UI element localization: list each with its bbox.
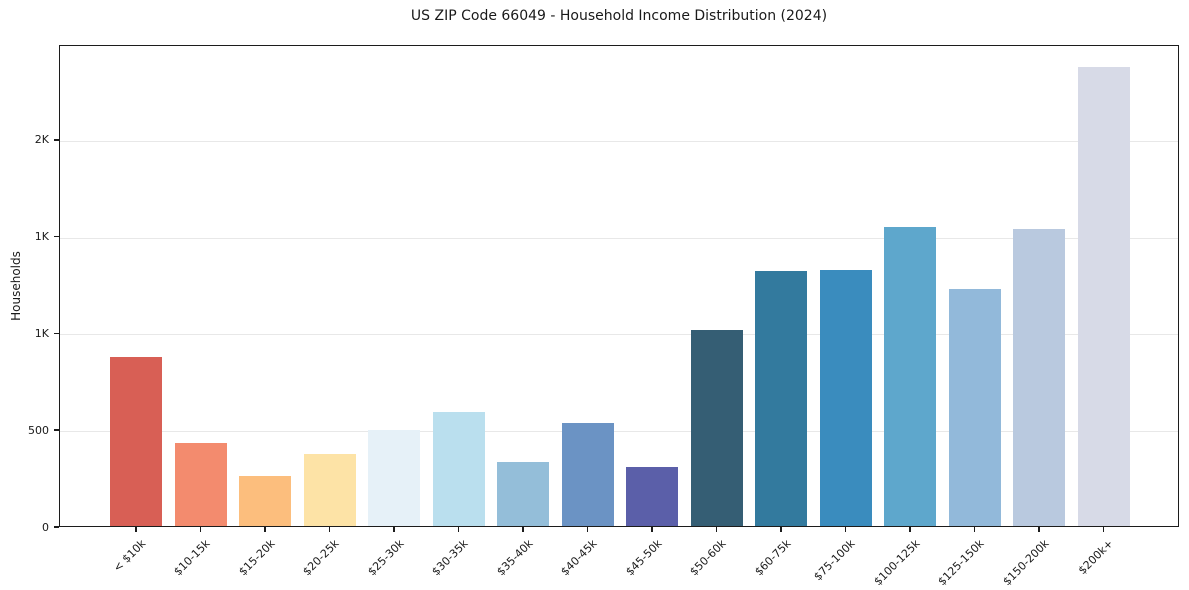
x-tick-mark [1038, 527, 1040, 532]
x-tick-mark [393, 527, 395, 532]
x-tick-label: $40-45k [558, 537, 600, 579]
x-tick-mark [651, 527, 653, 532]
x-tick-mark [199, 527, 201, 532]
y-tick-label: 1K [34, 326, 49, 340]
gridline [60, 140, 1178, 142]
x-tick-label: $15-20k [235, 537, 278, 579]
x-tick-label: $75-100k [811, 537, 858, 584]
y-tick-label: 0 [42, 520, 49, 534]
x-tick-label: $50-60k [687, 537, 729, 579]
chart-title: US ZIP Code 66049 - Household Income Dis… [410, 8, 828, 24]
y-tick-mark [54, 526, 59, 528]
gridline [60, 334, 1178, 336]
y-tick-mark [54, 139, 59, 141]
x-tick-mark [135, 527, 137, 532]
x-tick-label: $150-200k [1000, 537, 1052, 589]
y-axis: 0 500 1K 1K 2K [0, 45, 59, 534]
x-tick-mark [457, 527, 459, 532]
bar-125-150k [948, 289, 1001, 526]
x-tick-label: $100-125k [871, 537, 923, 589]
bar-10k [110, 356, 162, 526]
x-tick-mark [844, 527, 846, 532]
bar-15-20k [239, 475, 291, 526]
x-tick-mark [522, 527, 524, 532]
plot-area [59, 45, 1179, 527]
y-tick-mark [54, 429, 59, 431]
x-tick-mark [264, 527, 266, 532]
x-tick-label: $200k+ [1075, 537, 1116, 578]
bar-45-50k [626, 467, 678, 526]
x-tick-mark [909, 527, 911, 532]
gridline [60, 431, 1178, 433]
y-tick-mark [54, 235, 59, 238]
bar-75-100k [819, 269, 872, 526]
bar-30-35k [432, 411, 485, 526]
x-tick-mark [328, 527, 330, 532]
x-tick-mark [780, 527, 782, 532]
x-tick-label: $30-35k [429, 537, 471, 579]
x-tick-label: $45-50k [622, 537, 665, 579]
x-tick-label: $25-30k [364, 537, 407, 579]
x-tick-label: $60-75k [751, 537, 794, 579]
x-tick-label: $10-15k [171, 537, 213, 579]
x-tick-mark [586, 527, 588, 532]
y-tick-label: 1K [34, 230, 49, 244]
bar-35-40k [497, 461, 549, 526]
bar-50-60k [690, 329, 743, 526]
bar-150-200k [1013, 229, 1065, 526]
x-tick-label: $125-150k [935, 537, 987, 589]
bar-200k [1077, 67, 1130, 526]
gridline [60, 237, 1178, 239]
bar-40-45k [561, 422, 614, 526]
bar-10-15k [174, 442, 227, 526]
x-tick-mark [715, 527, 717, 532]
x-tick-label: $35-40k [493, 537, 536, 579]
bar-100-125k [884, 226, 936, 526]
x-tick-label: $20-25k [300, 537, 342, 579]
bar-25-30k [368, 429, 420, 526]
bar-60-75k [755, 270, 807, 526]
x-tick-mark [1102, 527, 1104, 532]
bar-20-25k [303, 454, 356, 526]
y-tick-label: 500 [28, 423, 49, 437]
x-tick-label: < $10k [110, 537, 149, 575]
x-tick-mark [973, 527, 975, 532]
y-tick-label: 2K [34, 133, 49, 147]
y-tick-mark [54, 332, 59, 335]
x-axis: < $10k $10-15k $15-20k $20-25k $25-30k $30-35… [59, 527, 1179, 590]
